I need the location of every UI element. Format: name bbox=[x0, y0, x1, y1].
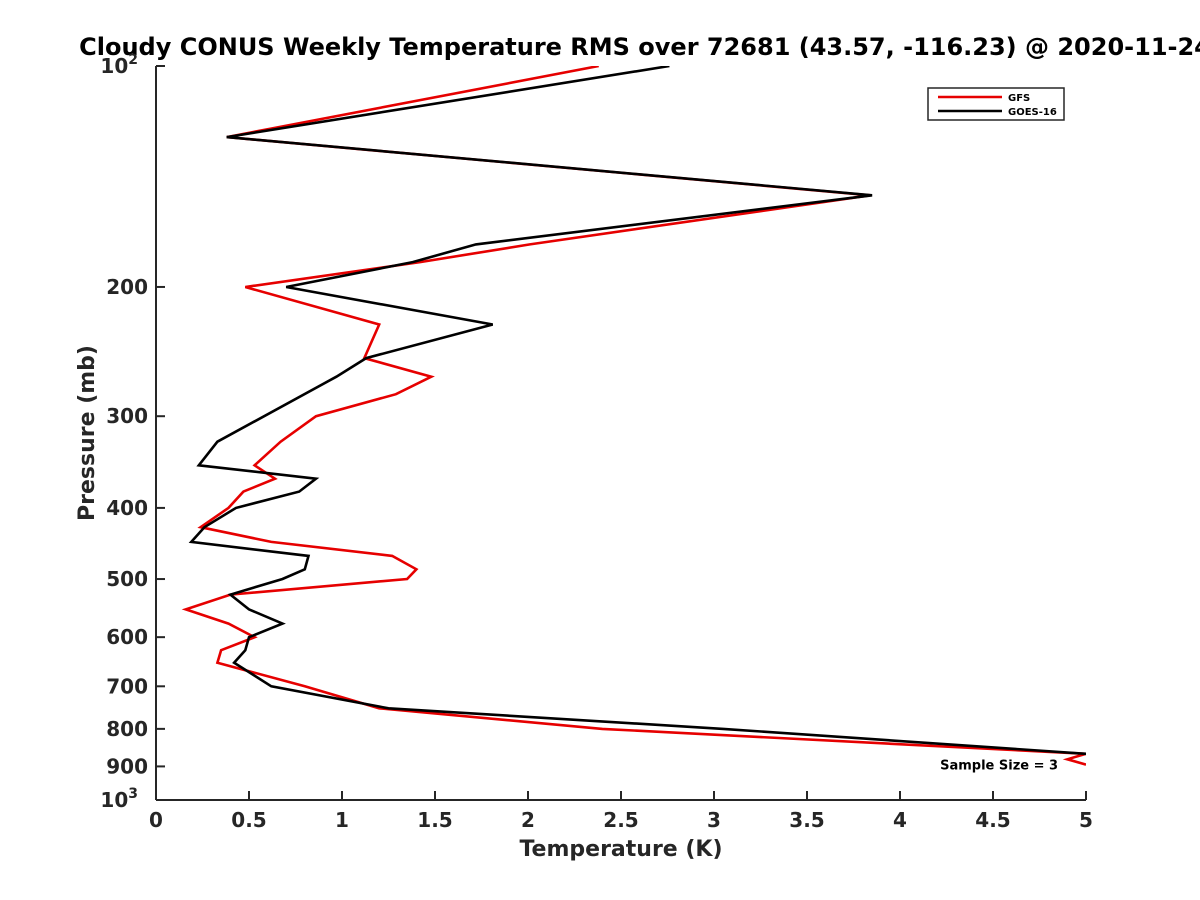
y-tick-label: 600 bbox=[106, 625, 148, 649]
x-tick-label: 4.5 bbox=[975, 808, 1010, 832]
legend-label: GOES-16 bbox=[1008, 107, 1057, 118]
y-tick-label: 500 bbox=[106, 567, 148, 591]
legend: GFS GOES-16 bbox=[927, 87, 1065, 121]
annotations: Sample Size = 3 bbox=[940, 759, 1058, 774]
x-axis: 0 0.5 1 1.5 2 2.5 3 3.5 4 4.5 5 bbox=[149, 791, 1093, 832]
sample-size-annotation: Sample Size = 3 bbox=[940, 759, 1058, 774]
y-tick-label: 102 bbox=[100, 52, 138, 78]
y-tick-label: 300 bbox=[106, 404, 148, 428]
plot-area bbox=[181, 66, 1086, 766]
x-tick-label: 0 bbox=[149, 808, 163, 832]
y-tick-label: 700 bbox=[106, 674, 148, 698]
y-axis: 102 200 300 400 500 600 700 800 900 103 bbox=[100, 52, 165, 812]
y-axis-label: Pressure (mb) bbox=[75, 345, 100, 521]
x-tick-label: 0.5 bbox=[231, 808, 266, 832]
legend-box bbox=[927, 87, 1065, 121]
chart-title: Cloudy CONUS Weekly Temperature RMS over… bbox=[79, 33, 1200, 61]
y-tick-label: 400 bbox=[106, 496, 148, 520]
y-tick-label: 900 bbox=[106, 754, 148, 778]
y-tick-label: 200 bbox=[106, 275, 148, 299]
x-tick-label: 4 bbox=[893, 808, 907, 832]
series-line-gfs bbox=[181, 66, 1086, 766]
y-tick-label: 800 bbox=[106, 717, 148, 741]
x-tick-label: 1.5 bbox=[417, 808, 452, 832]
x-tick-label: 3.5 bbox=[789, 808, 824, 832]
x-tick-label: 2.5 bbox=[603, 808, 638, 832]
x-axis-label: Temperature (K) bbox=[519, 837, 722, 862]
legend-label: GFS bbox=[1008, 93, 1030, 104]
x-tick-label: 3 bbox=[707, 808, 721, 832]
x-tick-label: 2 bbox=[521, 808, 535, 832]
x-tick-label: 5 bbox=[1079, 808, 1093, 832]
x-tick-label: 1 bbox=[335, 808, 349, 832]
series-line-goes-16 bbox=[188, 66, 1086, 756]
y-tick-label: 103 bbox=[100, 786, 138, 812]
